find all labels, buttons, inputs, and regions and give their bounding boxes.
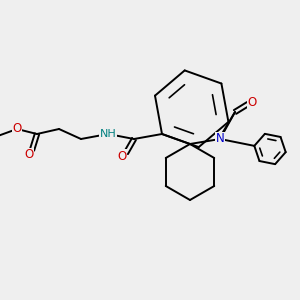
Text: O: O — [117, 149, 127, 163]
Text: O: O — [24, 148, 34, 161]
Text: O: O — [248, 95, 256, 109]
Text: NH: NH — [100, 129, 116, 139]
Text: N: N — [216, 133, 224, 146]
Text: O: O — [12, 122, 22, 136]
